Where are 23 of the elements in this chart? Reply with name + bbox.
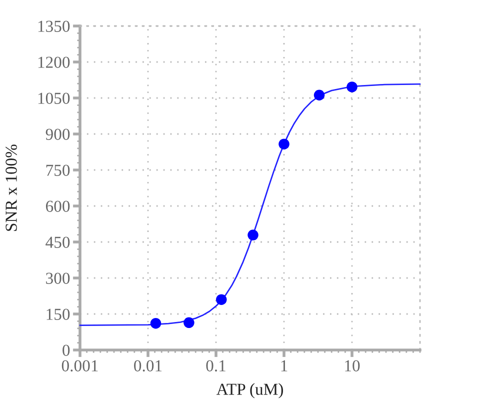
x-tick-label: 0.001: [62, 360, 98, 372]
y-tick-label: 600: [46, 200, 70, 212]
x-tick-label: 10: [345, 360, 360, 372]
y-tick-label: 450: [46, 236, 70, 248]
y-tick-label: 0: [62, 344, 70, 356]
point: [184, 317, 194, 328]
y-tick-label: 1200: [38, 56, 70, 68]
point: [150, 318, 162, 329]
y-tick-label: 900: [46, 128, 70, 140]
point: [248, 230, 258, 240]
x-axis-title: ATP (uM): [216, 383, 283, 398]
point: [216, 294, 227, 305]
y-tick-label: 750: [46, 164, 70, 176]
y-tick-label: 150: [46, 308, 70, 320]
x-tick-label: 1: [281, 360, 288, 372]
y-axis-title: SNR x 100%: [6, 144, 17, 231]
x-tick-label: 0.01: [134, 360, 162, 372]
point: [314, 90, 325, 100]
y-tick-label: 1350: [38, 20, 70, 32]
y-tick-label: 1050: [38, 92, 70, 104]
x-tick-label: 0.1: [206, 360, 226, 372]
point: [346, 82, 358, 92]
y-tick-label: 300: [46, 272, 70, 284]
